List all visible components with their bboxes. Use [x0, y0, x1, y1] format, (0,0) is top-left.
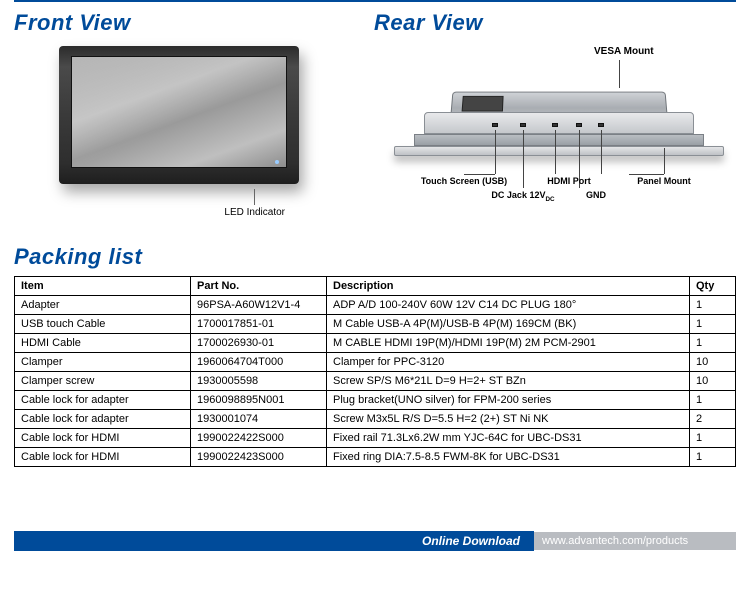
footer-title: Online Download [14, 531, 534, 551]
table-cell: Cable lock for HDMI [15, 448, 191, 467]
table-cell: Cable lock for HDMI [15, 429, 191, 448]
table-cell: ADP A/D 100-240V 60W 12V C14 DC PLUG 180… [327, 296, 690, 315]
table-cell: 1 [690, 315, 736, 334]
footer-bar: Online Downloadwww.advantech.com/product… [14, 531, 736, 551]
rear-view-figure: VESA Mount Touch Screen (U [374, 46, 734, 226]
table-row: Cable lock for adapter1960098895N001Plug… [15, 391, 736, 410]
table-cell: 1 [690, 334, 736, 353]
table-cell: 2 [690, 410, 736, 429]
table-cell: 1990022423S000 [191, 448, 327, 467]
gnd-label: GND [586, 190, 606, 200]
front-view-heading: Front View [14, 10, 344, 36]
table-cell: 10 [690, 353, 736, 372]
touch-screen-label: Touch Screen (USB) [421, 176, 507, 186]
table-cell: 1700017851-01 [191, 315, 327, 334]
table-cell: USB touch Cable [15, 315, 191, 334]
table-cell: 96PSA-A60W12V1-4 [191, 296, 327, 315]
top-rule [14, 0, 736, 2]
packing-list-heading: Packing list [14, 244, 736, 270]
table-row: Cable lock for adapter1930001074Screw M3… [15, 410, 736, 429]
table-cell: M CABLE HDMI 19P(M)/HDMI 19P(M) 2M PCM-2… [327, 334, 690, 353]
table-cell: Screw M3x5L R/S D=5.5 H=2 (2+) ST Ni NK [327, 410, 690, 429]
table-cell: 10 [690, 372, 736, 391]
table-cell: 1700026930-01 [191, 334, 327, 353]
table-row: Clamper1960064704T000Clamper for PPC-312… [15, 353, 736, 372]
table-cell: 1 [690, 448, 736, 467]
vesa-mount-label: VESA Mount [594, 46, 654, 57]
table-cell: 1930001074 [191, 410, 327, 429]
table-row: Cable lock for HDMI1990022423S000Fixed r… [15, 448, 736, 467]
table-row: Cable lock for HDMI1990022422S000Fixed r… [15, 429, 736, 448]
col-qty: Qty [690, 277, 736, 296]
table-cell: Plug bracket(UNO silver) for FPM-200 ser… [327, 391, 690, 410]
table-cell: 1930005598 [191, 372, 327, 391]
led-indicator-label: LED Indicator [224, 207, 285, 218]
col-partno: Part No. [191, 277, 327, 296]
col-item: Item [15, 277, 191, 296]
packing-table: Item Part No. Description Qty Adapter96P… [14, 276, 736, 467]
table-row: Adapter96PSA-A60W12V1-4ADP A/D 100-240V … [15, 296, 736, 315]
table-cell: Clamper [15, 353, 191, 372]
table-cell: Cable lock for adapter [15, 410, 191, 429]
table-cell: 1960098895N001 [191, 391, 327, 410]
table-cell: Adapter [15, 296, 191, 315]
front-view-figure: LED Indicator [49, 46, 309, 184]
table-cell: 1 [690, 391, 736, 410]
table-cell: Fixed rail 71.3Lx6.2W mm YJC-64C for UBC… [327, 429, 690, 448]
table-cell: 1 [690, 429, 736, 448]
rear-view-heading: Rear View [374, 10, 736, 36]
hdmi-port-label: HDMI Port [547, 176, 591, 186]
table-cell: 1990022422S000 [191, 429, 327, 448]
panel-mount-label: Panel Mount [637, 176, 691, 186]
table-cell: Fixed ring DIA:7.5-8.5 FWM-8K for UBC-DS… [327, 448, 690, 467]
table-cell: Screw SP/S M6*21L D=9 H=2+ ST BZn [327, 372, 690, 391]
footer-url: www.advantech.com/products [534, 532, 736, 550]
table-cell: 1960064704T000 [191, 353, 327, 372]
table-row: USB touch Cable1700017851-01M Cable USB-… [15, 315, 736, 334]
dc-jack-label: DC Jack 12VDC [491, 190, 554, 203]
table-row: Clamper screw1930005598Screw SP/S M6*21L… [15, 372, 736, 391]
table-cell: Clamper for PPC-3120 [327, 353, 690, 372]
table-header-row: Item Part No. Description Qty [15, 277, 736, 296]
table-cell: Clamper screw [15, 372, 191, 391]
table-cell: 1 [690, 296, 736, 315]
table-cell: HDMI Cable [15, 334, 191, 353]
table-row: HDMI Cable1700026930-01M CABLE HDMI 19P(… [15, 334, 736, 353]
table-cell: Cable lock for adapter [15, 391, 191, 410]
col-desc: Description [327, 277, 690, 296]
table-cell: M Cable USB-A 4P(M)/USB-B 4P(M) 169CM (B… [327, 315, 690, 334]
